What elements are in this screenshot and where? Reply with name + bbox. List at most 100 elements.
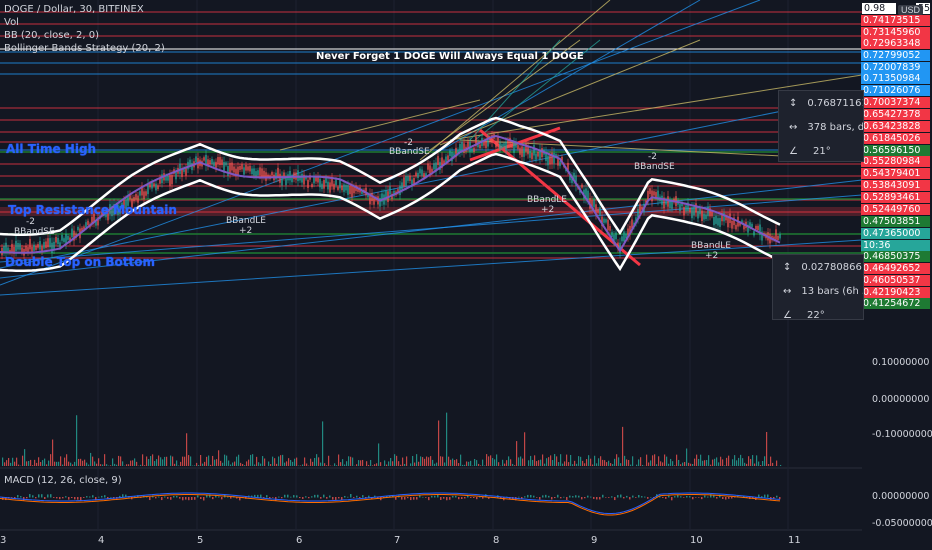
macd-histogram-bar [476,497,478,500]
bollinger-bands-label[interactable]: BB (20, close, 2, 0) [4,30,99,41]
volume-bar [164,456,166,466]
candle-body [585,188,587,199]
volume-bar [226,455,228,466]
price-level-label[interactable]: 0.63423828 [861,121,930,132]
candle-body [717,218,719,226]
macd-histogram-bar [212,497,214,500]
volume-bar [362,459,364,466]
price-level-label[interactable]: 0.72007839 [861,62,930,73]
volume-bar [396,455,398,466]
macd-histogram-bar [623,497,625,499]
candle-body [47,238,49,248]
volume-bar [742,458,744,466]
volume-bar [136,461,138,466]
volume-bar [696,454,698,466]
price-level-label[interactable]: 0.46492652 [861,263,930,274]
macd-histogram-bar [668,495,670,498]
price-level-label[interactable]: 0.73145960 [861,27,930,38]
price-level-label[interactable]: 0.65427378 [861,109,930,120]
macd-histogram-bar [29,494,31,498]
candle-body [637,209,639,219]
candle-body [437,156,439,165]
volume-bar [672,461,674,466]
symbol-title[interactable]: DOGE / Dollar, 30, BITFINEX [4,4,144,15]
price-level-label[interactable]: 0.55280984 [861,156,930,167]
volume-bar [658,456,660,466]
candle-body [175,171,177,180]
macd-histogram-bar [119,495,121,498]
candle-body [153,183,155,187]
volume-bar [682,462,684,466]
macd-histogram-bar [188,497,190,501]
candle-body [739,222,741,226]
strategy-label[interactable]: Bollinger Bands Strategy (20, 2) [4,43,165,54]
volume-bar [652,455,654,466]
candle-body [665,199,667,205]
price-level-label[interactable]: 0.54379401 [861,168,930,179]
price-level-label[interactable]: 0.52893461 [861,192,930,203]
price-level-label[interactable]: 0.61845026 [861,133,930,144]
macd-histogram-bar [761,496,763,498]
signal-label: BBandSE [14,227,55,237]
price-level-label[interactable]: 0.53843091 [861,180,930,191]
macd-histogram-bar [734,497,736,498]
volume-bar [62,464,64,466]
candle-body [551,152,553,164]
candle-body [129,193,131,200]
price-level-label[interactable]: 0.72963348 [861,38,930,49]
price-level-label[interactable]: 0.42190423 [861,287,930,298]
price-level-label[interactable]: 0.52449760 [861,204,930,215]
macd-legend[interactable]: MACD (12, 26, close, 9) [4,475,122,486]
volume-bar [716,457,718,466]
volume-bar [670,458,672,466]
annotation-ath[interactable]: All Time High [6,142,97,156]
volume-bar [70,462,72,466]
currency-badge[interactable]: USD [898,5,924,15]
volume-bar [156,459,158,466]
price-level-label[interactable]: 0.74173515 [861,15,930,26]
price-level-label[interactable]: 0.56596150 [861,145,930,156]
price-level-label[interactable]: 0.98 [862,3,896,14]
volume-bar [650,460,652,466]
price-level-label[interactable]: 0.41254672 [861,298,930,309]
macd-histogram-bar [470,497,472,498]
price-level-label[interactable]: 10:36 [861,240,930,251]
volume-bar [140,464,142,466]
candle-body [281,176,283,186]
candle-body [685,205,687,212]
volume-bar [422,457,424,466]
macd-histogram-bar [725,497,727,500]
price-level-label[interactable]: 0.46050537 [861,275,930,286]
macd-histogram-bar [776,495,778,498]
price-level-label[interactable]: 0.72799052 [861,50,930,61]
volume-bar [282,454,284,466]
candle-body [455,147,457,158]
candle-body [259,167,261,176]
macd-histogram-bar [296,495,298,498]
volume-bar [704,460,706,466]
volume-bar [554,454,556,466]
macd-histogram-bar [281,497,283,499]
volume-bar [536,461,538,466]
price-level-label[interactable]: 0.71026076 [861,85,930,96]
price-level-label[interactable]: 0.46850375 [861,251,930,262]
macd-histogram-bar [716,497,718,499]
candle-body [671,201,673,209]
volume-bar [170,455,172,466]
measure-row: ↕0.02780866 (6 [783,261,863,273]
candle-body [155,183,157,191]
macd-histogram-bar [65,496,67,498]
volume-bar [460,454,462,466]
volume-indicator-label[interactable]: Vol [4,17,19,28]
annotation-top-resistance[interactable]: Top Resistance Mountain [8,203,177,217]
price-level-label[interactable]: 0.70037374 [861,97,930,108]
price-level-label[interactable]: 0.71350984 [861,73,930,84]
volume-bar [128,464,130,466]
annotation-double-top[interactable]: Double Top on Bottom [5,255,155,269]
price-level-label[interactable]: 0.47365000 [861,228,930,239]
volume-bar [478,463,480,466]
volume-bar [78,458,80,466]
price-level-label[interactable]: 0.47503851 [861,216,930,227]
volume-bar [96,463,98,466]
